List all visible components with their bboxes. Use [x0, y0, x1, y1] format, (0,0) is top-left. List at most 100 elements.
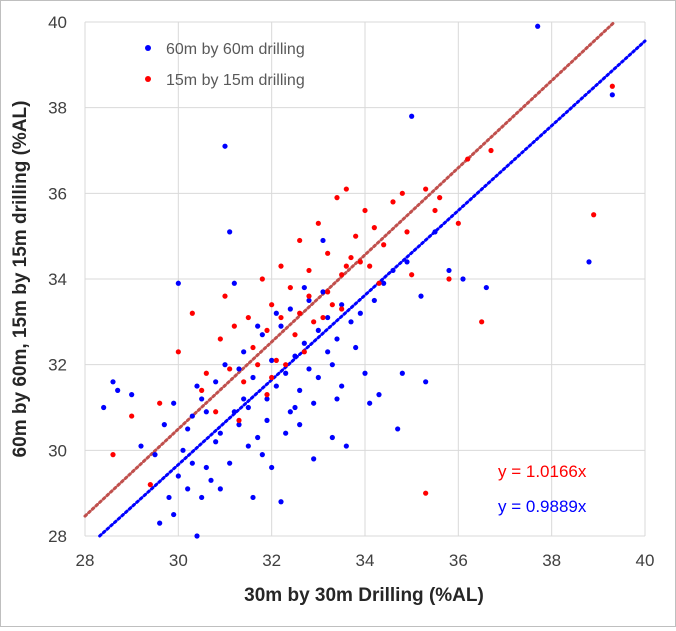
data-point-60m [161, 422, 167, 428]
data-point-60m [189, 413, 195, 419]
data-point-60m [283, 430, 289, 436]
data-point-60m [292, 404, 298, 411]
data-point-15m [409, 272, 415, 278]
data-point-60m [213, 379, 219, 385]
y-tick-label: 40 [48, 13, 67, 32]
data-point-60m [255, 323, 261, 329]
data-point-60m [329, 362, 335, 368]
data-point-15m [399, 190, 405, 196]
data-point-60m [138, 443, 144, 449]
data-point-60m [129, 392, 135, 398]
data-point-15m [306, 293, 312, 299]
data-point-15m [287, 284, 293, 291]
data-point-60m [278, 499, 284, 505]
data-point-60m [227, 460, 233, 466]
data-point-15m [306, 267, 312, 274]
data-point-60m [217, 486, 223, 492]
data-point-15m [404, 229, 410, 235]
data-point-60m [399, 370, 405, 376]
data-point-60m [376, 392, 382, 398]
trend-lines [83, 20, 647, 538]
data-point-15m [264, 392, 270, 398]
data-point-60m [367, 400, 373, 406]
data-point-15m [231, 323, 237, 329]
data-point-60m [227, 229, 233, 235]
y-tick-label: 38 [48, 99, 67, 118]
data-point-15m [353, 233, 359, 239]
data-point-60m [213, 439, 219, 445]
trendline-60m [98, 39, 647, 538]
data-point-15m [297, 237, 303, 244]
data-point-60m [269, 357, 275, 363]
x-tick-label: 40 [636, 551, 655, 570]
data-point-60m [311, 456, 317, 462]
data-point-15m [297, 310, 303, 316]
grid-lines [84, 21, 646, 537]
data-point-60m [152, 452, 158, 458]
data-point-15m [343, 186, 349, 192]
y-axis-title: 60m by 60m, 15m by 15m drilling (%AL) [10, 101, 31, 458]
legend-marker-60m [145, 45, 151, 51]
data-point-15m [362, 207, 368, 214]
data-point-15m [110, 452, 116, 458]
data-point-15m [488, 147, 494, 154]
legend-label-15m: 15m by 15m drilling [166, 72, 305, 89]
data-point-15m [259, 276, 265, 282]
data-point-60m [292, 353, 298, 359]
data-point-15m [381, 242, 387, 248]
x-tick-label: 38 [542, 551, 561, 570]
data-point-15m [278, 314, 284, 321]
data-point-60m [259, 452, 265, 458]
data-point-15m [371, 225, 377, 231]
data-point-15m [315, 220, 321, 226]
data-point-15m [446, 276, 452, 282]
data-point-15m [455, 220, 461, 226]
data-point-60m [222, 362, 228, 368]
data-point-15m [292, 332, 298, 338]
data-points [101, 23, 615, 539]
data-point-15m [269, 374, 275, 381]
data-point-15m [273, 357, 279, 363]
data-point-15m [157, 400, 163, 406]
data-point-60m [264, 396, 270, 402]
data-point-60m [357, 310, 363, 316]
data-point-60m [241, 396, 247, 402]
data-point-60m [278, 323, 284, 329]
data-point-60m [194, 383, 200, 389]
data-point-60m [371, 297, 377, 304]
data-point-60m [306, 297, 312, 304]
data-point-60m [175, 280, 181, 286]
data-point-60m [264, 417, 270, 423]
data-point-60m [311, 400, 317, 406]
data-point-15m [423, 186, 429, 192]
data-point-60m [315, 327, 321, 333]
y-tick-label: 30 [48, 441, 67, 460]
legend-marker-15m [145, 76, 151, 82]
x-axis-title: 30m by 30m Drilling (%AL) [244, 585, 484, 606]
data-point-60m [208, 477, 214, 483]
data-point-60m [203, 409, 209, 415]
data-point-60m [409, 113, 415, 119]
data-point-15m [432, 207, 438, 214]
data-point-15m [227, 366, 233, 372]
data-point-60m [236, 366, 242, 372]
data-point-60m [273, 310, 279, 316]
data-point-60m [297, 422, 303, 428]
data-point-60m [320, 237, 326, 244]
data-point-60m [381, 280, 387, 286]
data-point-60m [287, 409, 293, 415]
trendline-15m [83, 20, 617, 518]
data-point-15m [278, 263, 284, 269]
data-point-60m [166, 494, 172, 501]
data-point-60m [329, 434, 335, 441]
data-point-15m [236, 417, 242, 423]
data-point-60m [199, 494, 205, 501]
data-point-15m [591, 212, 597, 218]
data-point-60m [245, 404, 251, 411]
data-point-15m [376, 280, 382, 286]
data-point-60m [315, 374, 321, 381]
equation-15m: y = 1.0166x [498, 462, 587, 481]
data-point-60m [535, 23, 541, 29]
x-tick-label: 34 [356, 551, 375, 570]
data-point-60m [325, 314, 331, 321]
